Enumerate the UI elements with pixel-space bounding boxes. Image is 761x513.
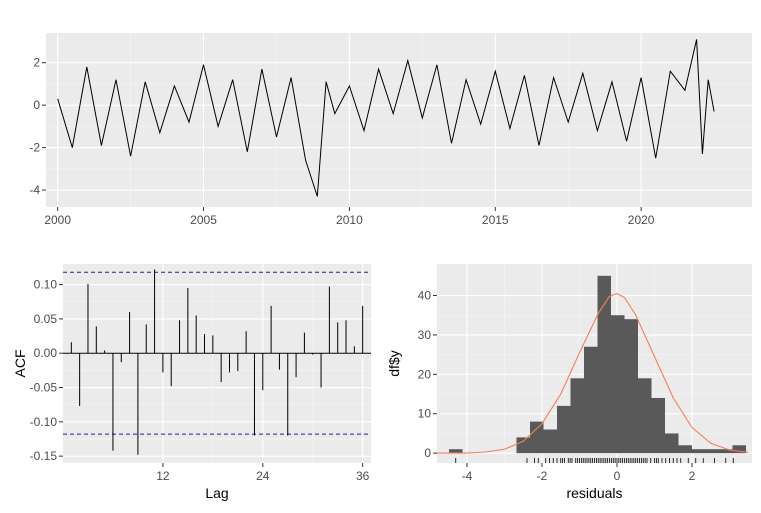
ts-y-tick-label: 0 <box>33 98 40 112</box>
ts-x-tick-label: 2020 <box>628 213 655 227</box>
ts-y-tick-label: -4 <box>29 183 40 197</box>
hist-y-tick-label: 0 <box>424 446 431 460</box>
histogram-bar <box>449 449 463 454</box>
histogram-bar <box>584 346 598 454</box>
ts-y-tick-label: 2 <box>33 56 40 70</box>
hist-x-tick-label: 0 <box>614 469 621 483</box>
acf-y-tick-label: 0.00 <box>34 346 58 360</box>
histogram-bar <box>732 445 746 454</box>
histogram-bar <box>665 433 679 454</box>
histogram-bar <box>651 397 665 454</box>
hist-x-tick-label: -4 <box>462 469 473 483</box>
normal-density-curve <box>437 293 749 454</box>
histogram-bar <box>611 315 625 454</box>
histogram-bar <box>570 378 584 454</box>
histogram-bar <box>692 449 706 454</box>
acf-x-axis-title: Lag <box>205 485 228 501</box>
time-series-panel: 2000 2005 2010 2015 2020 -4 -2 0 2 <box>29 33 752 227</box>
ts-x-tick-label: 2010 <box>336 213 363 227</box>
ts-x-tick-label: 2015 <box>482 213 509 227</box>
acf-y-tick-label: 0.10 <box>34 278 58 292</box>
hist-x-tick-label: 2 <box>689 469 696 483</box>
histogram-bar <box>719 449 733 454</box>
acf-y-tick-label: 0.05 <box>34 312 58 326</box>
ts-y-tick-label: -2 <box>29 141 40 155</box>
histogram-bar <box>638 378 652 454</box>
acf-x-tick-label: 24 <box>256 469 270 483</box>
ts-x-tick-label: 2000 <box>44 213 71 227</box>
histogram-bar <box>678 445 692 454</box>
acf-background <box>63 264 371 463</box>
residual-series-line <box>57 39 715 197</box>
acf-y-tick-label: -0.10 <box>30 415 58 429</box>
histogram-bar <box>557 405 571 454</box>
ts-x-tick-label: 2005 <box>190 213 217 227</box>
acf-x-tick-label: 12 <box>156 469 170 483</box>
acf-y-tick-label: -0.05 <box>30 381 58 395</box>
histogram-bar <box>530 421 544 454</box>
hist-y-tick-label: 30 <box>418 328 432 342</box>
histogram-bar <box>597 275 611 454</box>
acf-panel: 12 24 36 -0.15 -0.10 -0.05 0.00 0.05 0.10 Lag ACF <box>12 264 371 501</box>
hist-x-tick-label: -2 <box>537 469 548 483</box>
acf-y-tick-label: -0.15 <box>30 449 58 463</box>
hist-y-tick-label: 10 <box>418 407 432 421</box>
hist-x-axis-title: residuals <box>566 485 622 501</box>
ts-background <box>46 33 752 207</box>
hist-y-tick-label: 40 <box>418 289 432 303</box>
hist-y-tick-label: 20 <box>418 367 432 381</box>
acf-x-tick-label: 36 <box>356 469 370 483</box>
acf-y-axis-title: ACF <box>12 350 28 378</box>
histogram-bar <box>516 437 530 454</box>
histogram-bar <box>624 319 638 454</box>
histogram-bar <box>705 449 719 454</box>
hist-y-axis-title: df$y <box>386 350 402 376</box>
histogram-bar <box>543 429 557 454</box>
